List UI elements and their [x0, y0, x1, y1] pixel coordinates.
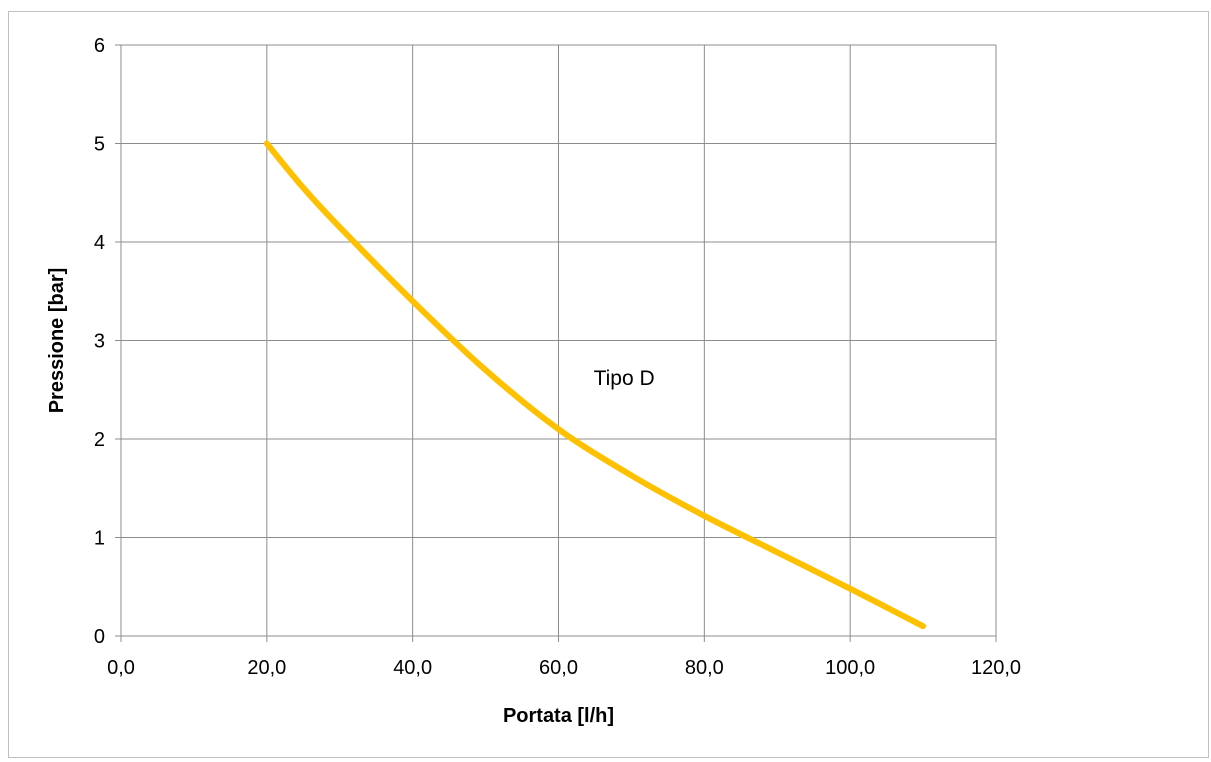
- x-tick-label: 40,0: [393, 657, 432, 679]
- x-axis-title: Portata [l/h]: [503, 705, 614, 727]
- annotations: Tipo D: [594, 367, 655, 390]
- grid-lines: [121, 44, 997, 636]
- x-tick-label: 120,0: [971, 657, 1021, 679]
- axes: [115, 44, 997, 642]
- x-tick-label: 100,0: [825, 657, 875, 679]
- x-tick-label: 60,0: [539, 657, 578, 679]
- y-tick-label: 4: [94, 232, 105, 254]
- y-axis-title: Pressione [bar]: [46, 268, 68, 414]
- y-tick-label: 1: [94, 528, 105, 550]
- chart-area: 0 1 2 3 4 5 6 0,0 20,0 40,0 60,0 80,0 100,0 120,0 Tip…: [8, 11, 1209, 758]
- y-tick-label: 2: [94, 429, 105, 451]
- y-tick-label: 3: [94, 331, 105, 353]
- series-line-0: [263, 140, 927, 630]
- y-tick-label: 6: [94, 35, 105, 57]
- y-tick-label: 0: [94, 626, 105, 648]
- x-tick-label: 80,0: [685, 657, 724, 679]
- x-tick-label: 20,0: [247, 657, 286, 679]
- series-layer: [263, 140, 927, 630]
- y-tick-label: 5: [94, 134, 105, 156]
- series-annotation: Tipo D: [594, 367, 655, 390]
- x-tick-label: 0,0: [107, 657, 135, 679]
